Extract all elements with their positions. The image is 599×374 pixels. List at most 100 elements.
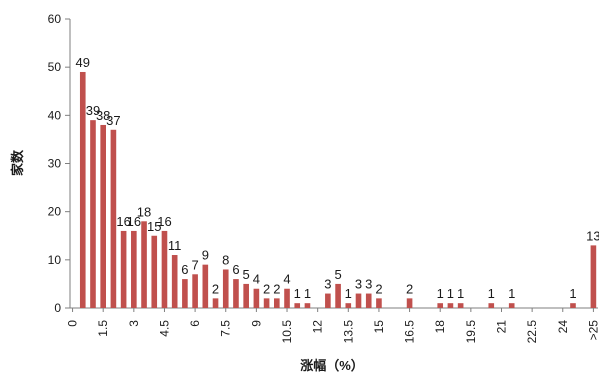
x-tick-label: 18: [433, 320, 447, 334]
bar: [243, 283, 249, 308]
data-label: 6: [181, 262, 188, 277]
bar: [161, 230, 168, 308]
x-tick-label: 19.5: [464, 320, 478, 344]
bar: [335, 283, 341, 308]
data-label: 3: [324, 277, 331, 292]
data-label: 1: [569, 286, 576, 301]
data-label: 37: [106, 113, 120, 128]
bar: [437, 303, 444, 308]
y-tick-label: 50: [48, 60, 62, 74]
x-tick-labels: 0 1.5 3 4.5 6 7.5 9 10.5 12 13.5 15 16.5 18 19.5 21 22.…: [66, 320, 599, 344]
data-label: 13: [586, 228, 599, 243]
data-label: 1: [294, 286, 301, 301]
data-label: 16: [116, 214, 130, 229]
y-tick-labels: 0 10 20 30 40 50 60: [48, 12, 62, 315]
bar: [284, 288, 290, 308]
x-tick-label: 4.5: [157, 320, 171, 337]
bar: [457, 303, 464, 308]
data-label: 5: [334, 267, 341, 282]
x-tick-label: 3: [127, 320, 141, 327]
data-label: 1: [457, 286, 464, 301]
x-tick-label: 9: [249, 320, 263, 327]
bar: [253, 288, 260, 308]
bar: [294, 303, 301, 308]
data-label: 1: [508, 286, 515, 301]
x-tick-label: 10.5: [280, 320, 294, 344]
data-label: 2: [375, 281, 382, 296]
bar: [304, 303, 311, 308]
x-tick-label: 22.5: [525, 320, 539, 344]
data-label: 4: [283, 272, 290, 287]
bar: [151, 235, 158, 308]
y-tick-label: 0: [54, 301, 61, 315]
data-label: 18: [137, 204, 151, 219]
y-axis-title: 家数: [10, 149, 25, 176]
data-label: 11: [168, 238, 182, 253]
data-label: 1: [447, 286, 454, 301]
data-label: 2: [263, 281, 270, 296]
data-label: 1: [488, 286, 495, 301]
x-tick-label: 13.5: [341, 320, 355, 344]
bar: [141, 221, 147, 308]
data-label: 16: [127, 214, 141, 229]
data-label: 5: [243, 267, 250, 282]
bar: [79, 71, 86, 308]
bar: [570, 303, 576, 308]
bar: [590, 245, 597, 308]
bar: [263, 298, 270, 308]
bar: [171, 255, 178, 308]
data-label: 16: [157, 214, 171, 229]
bar: [182, 279, 188, 308]
bar: [274, 298, 280, 308]
bar: [90, 120, 96, 309]
bar: [325, 293, 331, 308]
bar: [488, 303, 495, 308]
bars: [79, 71, 597, 309]
y-tick-label: 20: [48, 205, 62, 219]
data-label: 38: [96, 108, 110, 123]
y-tick-label: 60: [48, 12, 62, 26]
bar: [192, 274, 198, 308]
data-label: 1: [304, 286, 311, 301]
x-tick-label: 15: [372, 320, 386, 334]
data-label: 6: [232, 262, 239, 277]
data-label: 49: [76, 55, 90, 70]
bar: [406, 298, 413, 308]
bar: [202, 264, 209, 308]
y-tick-label: 40: [48, 108, 62, 122]
bar: [376, 298, 382, 308]
x-tick-label: 16.5: [403, 320, 417, 344]
x-tick-label: 1.5: [96, 320, 110, 337]
data-label: 3: [365, 277, 372, 292]
data-label: 3: [355, 277, 362, 292]
data-label: 2: [273, 281, 280, 296]
data-label: 8: [222, 252, 229, 267]
bar: [447, 303, 454, 308]
bar: [355, 293, 362, 308]
bar: [100, 124, 106, 308]
x-tick-label: 0: [66, 320, 80, 327]
bar: [222, 269, 229, 308]
y-tick-label: 30: [48, 157, 62, 171]
bar: [365, 293, 372, 308]
x-tick-label: 12: [311, 320, 325, 334]
data-label: 39: [86, 103, 100, 118]
x-tick-label: 21: [494, 320, 508, 334]
data-label: 7: [191, 257, 198, 272]
bar: [131, 230, 137, 308]
x-axis-title: 涨幅（%）: [299, 358, 364, 373]
data-label: 2: [406, 281, 413, 296]
x-tick-label: >25: [586, 320, 599, 341]
bar: [120, 230, 127, 308]
x-tick-label: 24: [556, 320, 570, 334]
y-tick-label: 10: [48, 253, 62, 267]
bar: [233, 279, 239, 308]
data-label: 1: [345, 286, 352, 301]
data-label: 15: [147, 219, 161, 234]
bar: [212, 298, 219, 308]
data-label: 9: [202, 248, 209, 263]
bar: [345, 303, 352, 308]
